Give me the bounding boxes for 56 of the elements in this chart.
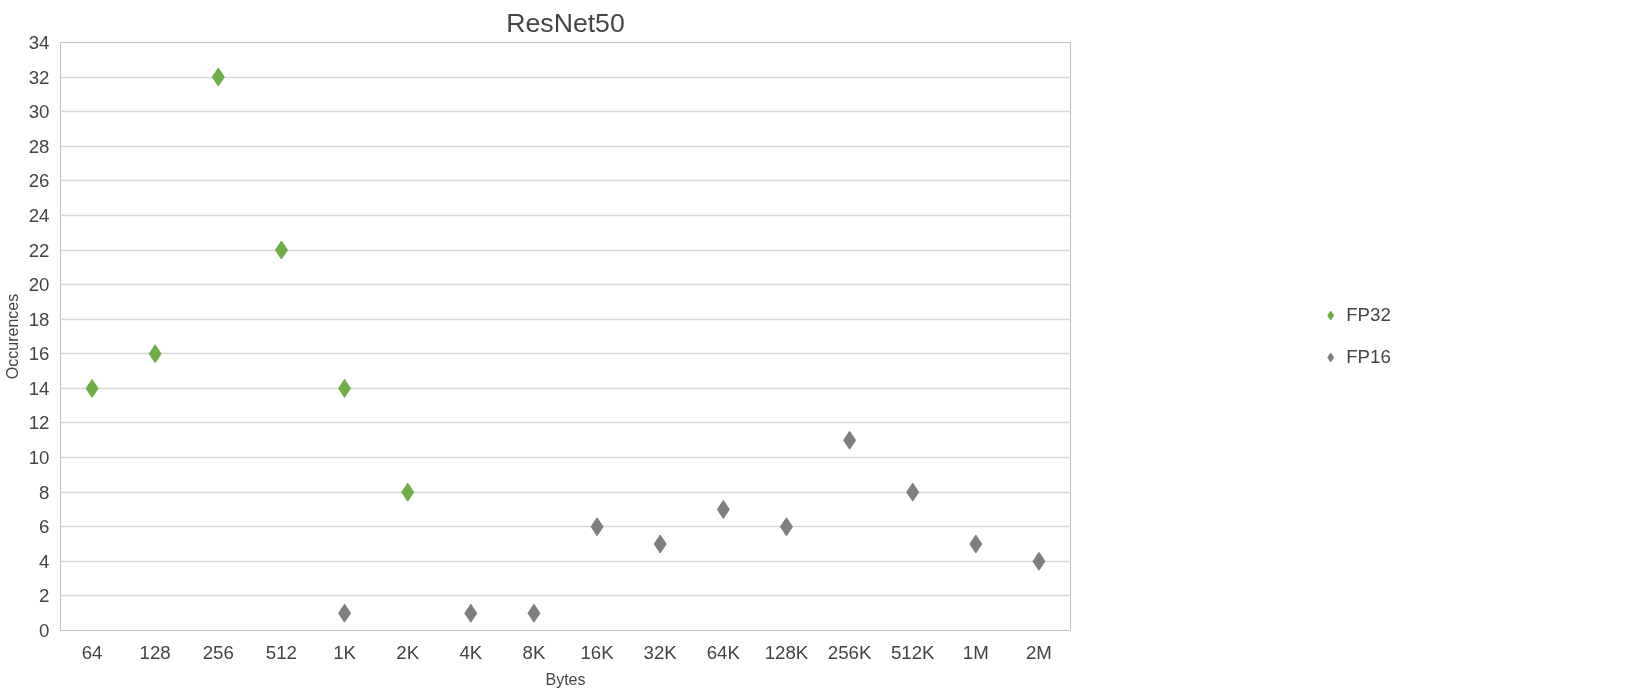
y-tick-label: 0: [39, 620, 50, 641]
point: [85, 378, 99, 398]
point: [779, 517, 793, 537]
y-tick-label: 2: [39, 585, 50, 607]
point: [338, 378, 352, 398]
point: [148, 344, 162, 364]
y-tick-label: 34: [28, 32, 50, 53]
point: [843, 430, 857, 450]
y-tick-label: 14: [28, 377, 50, 399]
y-tick-label: 8: [39, 481, 50, 503]
point: [1032, 551, 1046, 571]
x-axis-title: Bytes: [545, 670, 586, 688]
chart-title: ResNet50: [506, 7, 625, 38]
point: [274, 240, 288, 260]
y-tick-label: 32: [28, 66, 50, 88]
x-tick-label: 16K: [580, 641, 615, 663]
x-tick-label: 256: [202, 641, 234, 663]
point: [211, 67, 225, 87]
point: [906, 482, 920, 502]
y-tick-label: 12: [28, 412, 50, 434]
point: [464, 603, 478, 623]
x-tick-label: 32K: [643, 641, 678, 663]
point: [527, 603, 541, 623]
x-tick-label: 64: [81, 641, 103, 663]
y-tick-label: 22: [28, 239, 50, 261]
y-tick-label: 18: [28, 308, 50, 330]
legend-label: FP16: [1346, 346, 1391, 368]
y-tick-label: 30: [28, 101, 50, 123]
x-tick-label: 512K: [890, 641, 936, 663]
x-tick-label: 256K: [827, 641, 872, 663]
x-tick-label: 1K: [333, 641, 357, 663]
y-tick-label: 26: [28, 170, 50, 192]
y-tick-label: 4: [39, 550, 50, 572]
x-tick-label: 128: [139, 641, 171, 663]
x-tick-label: 2M: [1025, 641, 1052, 663]
y-tick-label: 24: [28, 204, 50, 226]
x-tick-label: 512: [265, 641, 298, 663]
x-tick-label: 64K: [706, 641, 741, 663]
point: [653, 534, 667, 554]
y-tick-label: 28: [28, 135, 50, 157]
legend-label: FP32: [1346, 304, 1391, 326]
y-tick-label: 6: [39, 516, 50, 538]
point: [401, 482, 415, 502]
x-tick-label: 4K: [459, 641, 483, 663]
y-tick-label: 10: [28, 447, 50, 469]
x-tick-label: 2K: [396, 641, 420, 663]
x-tick-label: 128K: [764, 641, 809, 663]
y-tick-label: 20: [28, 274, 50, 296]
x-tick-label: 1M: [962, 641, 989, 663]
x-tick-label: 8K: [522, 641, 546, 663]
point: [590, 517, 604, 537]
point: [716, 499, 730, 519]
y-tick-label: 16: [28, 343, 50, 365]
point: [338, 603, 352, 623]
y-axis-title: Occurences: [3, 293, 21, 380]
point: [969, 534, 983, 554]
